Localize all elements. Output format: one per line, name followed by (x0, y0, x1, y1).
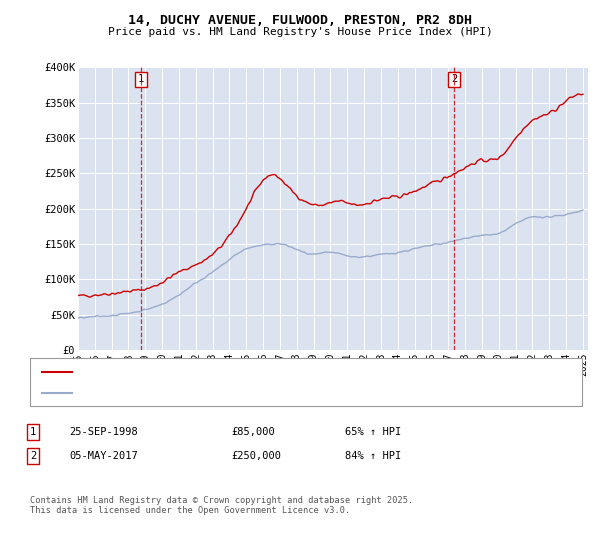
Text: 84% ↑ HPI: 84% ↑ HPI (345, 451, 401, 461)
Text: 05-MAY-2017: 05-MAY-2017 (69, 451, 138, 461)
Text: 2: 2 (451, 74, 457, 84)
Text: 14, DUCHY AVENUE, FULWOOD, PRESTON, PR2 8DH: 14, DUCHY AVENUE, FULWOOD, PRESTON, PR2 … (128, 14, 472, 27)
Text: 25-SEP-1998: 25-SEP-1998 (69, 427, 138, 437)
Text: 1: 1 (30, 427, 36, 437)
Text: 1: 1 (137, 74, 144, 84)
Text: 14, DUCHY AVENUE, FULWOOD, PRESTON, PR2 8DH (semi-detached house): 14, DUCHY AVENUE, FULWOOD, PRESTON, PR2 … (78, 367, 452, 376)
Text: HPI: Average price, semi-detached house, Preston: HPI: Average price, semi-detached house,… (78, 388, 354, 397)
Text: £85,000: £85,000 (231, 427, 275, 437)
Text: Contains HM Land Registry data © Crown copyright and database right 2025.
This d: Contains HM Land Registry data © Crown c… (30, 496, 413, 515)
Text: Price paid vs. HM Land Registry's House Price Index (HPI): Price paid vs. HM Land Registry's House … (107, 27, 493, 37)
Text: £250,000: £250,000 (231, 451, 281, 461)
Text: 65% ↑ HPI: 65% ↑ HPI (345, 427, 401, 437)
Text: 2: 2 (30, 451, 36, 461)
